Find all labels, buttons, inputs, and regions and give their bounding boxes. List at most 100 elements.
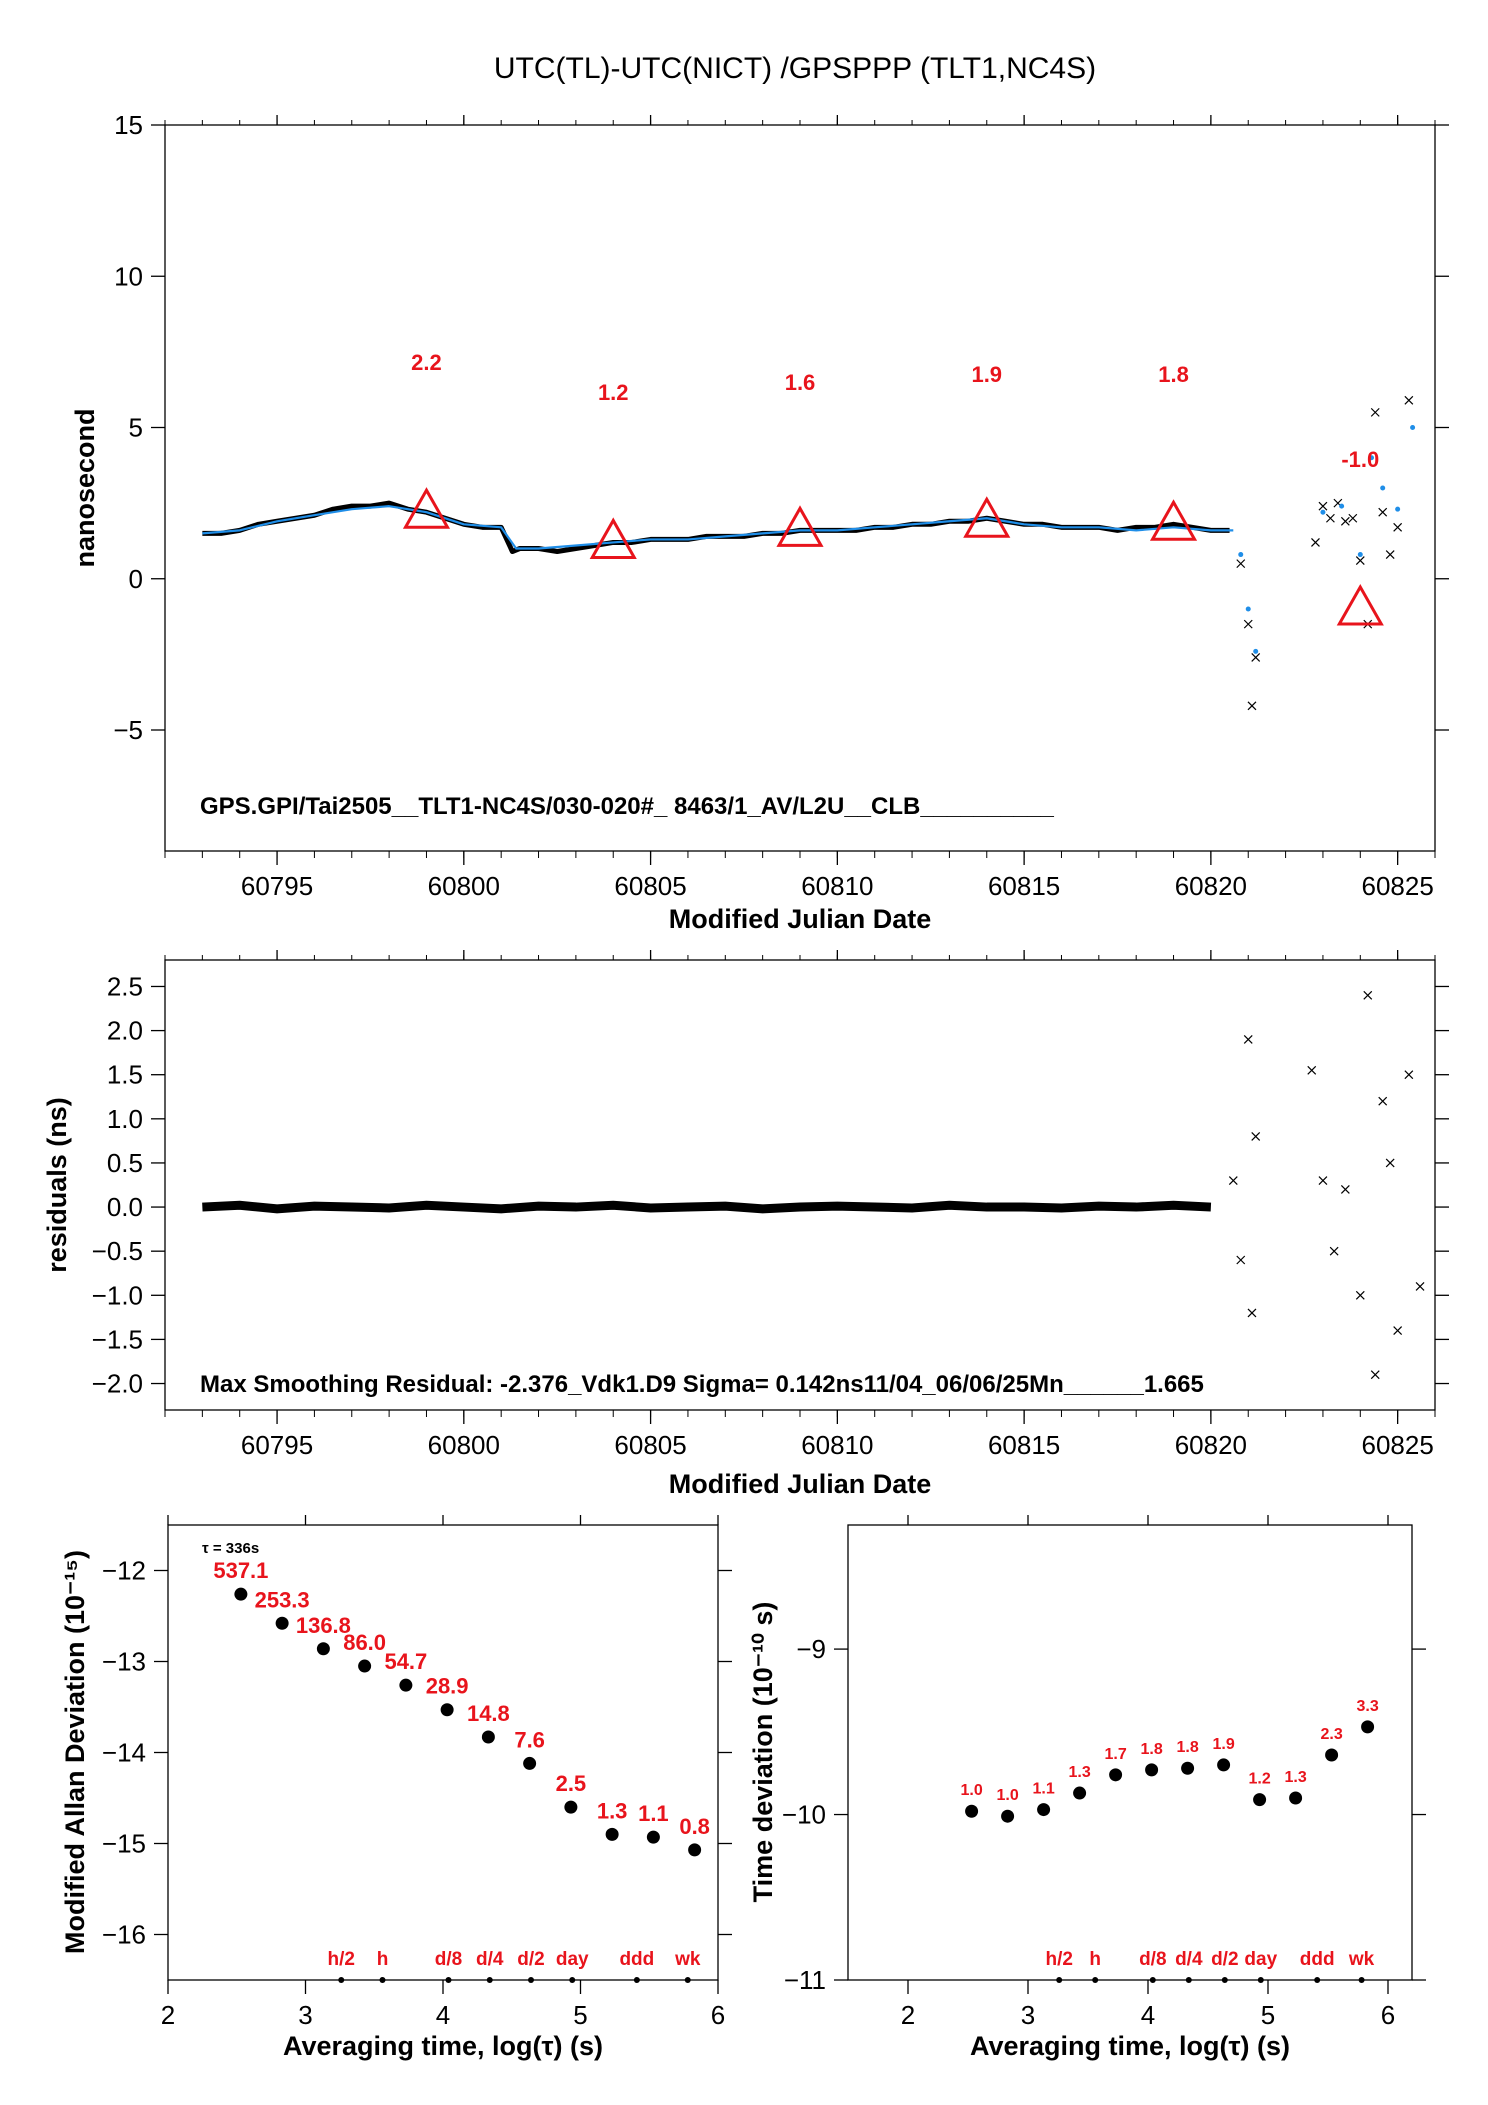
deviation-point — [523, 1756, 537, 1770]
offset-x-ticks: 60795 60800 60805 60810 60815 60820 60825 — [164, 115, 1436, 901]
deviation-value-label: 136.8 — [296, 1613, 351, 1638]
x-tick-label: 3 — [1021, 2000, 1035, 2030]
scale-mark-dot — [1314, 1977, 1321, 1983]
x-marker-point — [1393, 522, 1403, 532]
tdev-y-ticks: −11 −10 −9 — [782, 1634, 1426, 1995]
deviation-value-label: 253.3 — [255, 1587, 310, 1612]
deviation-value-label: 537.1 — [213, 1558, 268, 1583]
scale-mark-dot — [569, 1977, 576, 1983]
deviation-value-label: 2.5 — [556, 1771, 587, 1796]
x-marker-stroke — [1333, 498, 1343, 508]
offset-y-axis-label: nanosecond — [70, 408, 100, 567]
mdev-scale-marks: h/2 h d/8 d/4 d/2 day ddd wk — [328, 1949, 701, 1983]
x-marker-point — [1236, 559, 1246, 569]
x-tick-label: 60795 — [241, 1430, 313, 1460]
x-marker-stroke — [1307, 1065, 1317, 1075]
deviation-point — [1073, 1786, 1087, 1800]
scale-mark-label: h — [1089, 1949, 1101, 1970]
triangle-marker — [1336, 583, 1384, 626]
scale-mark-label: ddd — [1300, 1949, 1335, 1970]
offset-blue-point — [1320, 509, 1326, 515]
x-tick-label: 60820 — [1175, 871, 1247, 901]
scale-mark-label: d/8 — [435, 1949, 462, 1970]
y-tick-label: 5 — [129, 413, 143, 443]
tdev-plot-frame — [847, 1524, 1413, 1981]
x-tick-label: 60800 — [428, 1430, 500, 1460]
x-marker-point — [1355, 1290, 1365, 1300]
deviation-value-label: 3.3 — [1356, 1698, 1378, 1715]
offset-triangle-markers: 2.2 1.2 1.6 1.9 1.8 -1.0 — [402, 350, 1384, 626]
offset-blue-trace — [202, 505, 1234, 550]
offset-panel: 60795 60800 60805 60810 60815 60820 60825 −5 0 5… — [70, 110, 1449, 934]
deviation-value-label: 1.1 — [638, 1801, 669, 1826]
mdev-x-axis-label: Averaging time, log(τ) (s) — [283, 2031, 603, 2061]
tau-note: τ = 336s — [202, 1540, 259, 1557]
x-marker-stroke — [1404, 395, 1414, 405]
x-marker-point — [1307, 1065, 1317, 1075]
y-tick-label: 1.0 — [107, 1104, 143, 1134]
deviation-value-label: 28.9 — [426, 1674, 469, 1699]
scale-mark-dot — [684, 1977, 691, 1983]
x-tick-label: 6 — [1381, 2000, 1395, 2030]
deviation-value-label: 1.0 — [960, 1782, 982, 1799]
x-marker-stroke — [1236, 559, 1246, 569]
triangle-marker — [402, 487, 451, 529]
scale-mark-label: d/4 — [476, 1949, 504, 1970]
deviation-point — [965, 1804, 979, 1818]
x-marker-point — [1325, 513, 1335, 523]
deviation-point — [234, 1587, 248, 1601]
triangle-value-label: 1.9 — [971, 362, 1002, 387]
mdev-x-ticks: 2 3 4 5 6 — [161, 1515, 725, 2030]
offset-blue-point — [1410, 425, 1416, 430]
triangle-value-label: 1.2 — [598, 380, 629, 405]
y-tick-label: −10 — [782, 1800, 826, 1830]
scale-mark-dot — [1092, 1977, 1099, 1983]
offset-y-ticks: −5 0 5 10 15 — [113, 110, 1449, 745]
scale-mark-dot — [486, 1977, 493, 1983]
deviation-value-label: 1.3 — [1068, 1764, 1090, 1781]
x-marker-point — [1355, 556, 1365, 566]
y-tick-label: −14 — [102, 1738, 146, 1768]
offset-blue-point — [1369, 455, 1374, 461]
deviation-point — [1181, 1761, 1195, 1775]
x-marker-stroke — [1355, 1290, 1365, 1300]
x-marker-point — [1318, 1176, 1328, 1186]
scale-mark-label: h/2 — [1045, 1949, 1072, 1970]
x-tick-label: 5 — [1261, 2000, 1275, 2030]
deviation-value-label: 1.7 — [1104, 1746, 1126, 1763]
x-marker-point — [1363, 990, 1373, 1000]
deviation-point — [1145, 1763, 1159, 1777]
tdev-series: 1.0 1.0 1.1 1.3 1.7 1.8 1.8 1.9 1.2 1.3 2.3 3.3 — [960, 1698, 1379, 1823]
x-marker-point — [1247, 1308, 1257, 1318]
deviation-point — [646, 1830, 660, 1844]
scale-mark-dot — [633, 1977, 640, 1983]
deviation-point — [1289, 1791, 1303, 1805]
deviation-point — [316, 1642, 330, 1656]
x-marker-stroke — [1318, 1176, 1328, 1186]
tdev-x-ticks: 2 3 4 5 6 — [901, 1515, 1395, 2030]
y-tick-label: −1.5 — [92, 1324, 143, 1354]
residuals-x-axis-label: Modified Julian Date — [669, 1469, 932, 1499]
deviation-value-label: 14.8 — [467, 1701, 510, 1726]
x-marker-stroke — [1247, 1308, 1257, 1318]
x-marker-stroke — [1329, 1246, 1339, 1256]
deviation-value-label: 1.8 — [1140, 1741, 1162, 1758]
x-marker-stroke — [1393, 1326, 1403, 1336]
x-marker-stroke — [1348, 513, 1358, 523]
x-marker-point — [1415, 1282, 1425, 1291]
x-marker-point — [1243, 1034, 1253, 1044]
residuals-annotation: Max Smoothing Residual: -2.376_Vdk1.D9 S… — [200, 1371, 1204, 1398]
residuals-trace — [202, 1200, 1212, 1214]
x-marker-stroke — [1236, 1255, 1246, 1265]
x-marker-point — [1378, 1096, 1388, 1106]
x-marker-stroke — [1340, 1184, 1350, 1194]
x-marker-point — [1340, 1184, 1350, 1194]
x-marker-stroke — [1311, 538, 1320, 547]
triangle-value-label: 1.8 — [1158, 362, 1189, 387]
x-tick-label: 4 — [1141, 2000, 1155, 2030]
deviation-point — [1037, 1803, 1051, 1817]
x-tick-label: 60815 — [988, 1430, 1060, 1460]
deviation-value-label: 0.8 — [679, 1814, 710, 1839]
x-tick-label: 2 — [161, 2000, 175, 2030]
